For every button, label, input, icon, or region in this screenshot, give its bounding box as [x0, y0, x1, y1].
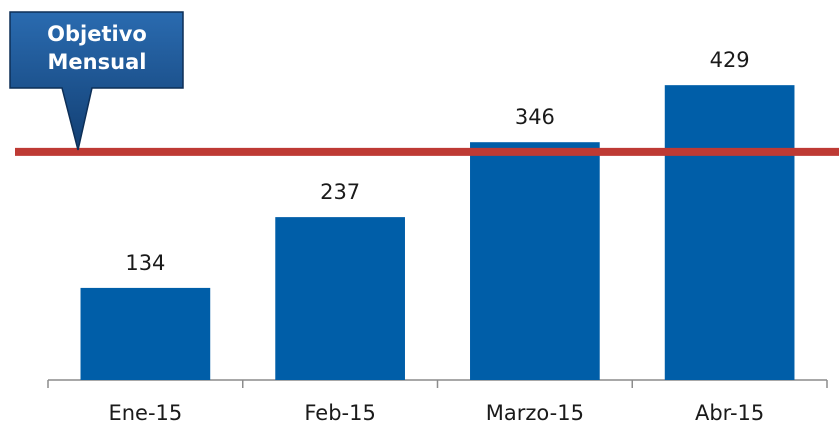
value-label: 237	[320, 180, 360, 204]
callout-label: Objetivo Mensual	[47, 22, 147, 74]
x-tick-label: Abr-15	[695, 401, 764, 425]
x-tick-label: Ene-15	[108, 401, 182, 425]
bar	[80, 287, 211, 380]
value-label: 429	[710, 48, 750, 72]
x-tick-label: Feb-15	[304, 401, 375, 425]
bar	[470, 142, 600, 380]
value-label: 346	[515, 105, 555, 129]
value-label: 134	[125, 251, 165, 275]
x-tick-label: Marzo-15	[486, 401, 584, 425]
bar	[275, 217, 405, 380]
callout-box	[9, 11, 184, 151]
bar	[664, 85, 795, 380]
